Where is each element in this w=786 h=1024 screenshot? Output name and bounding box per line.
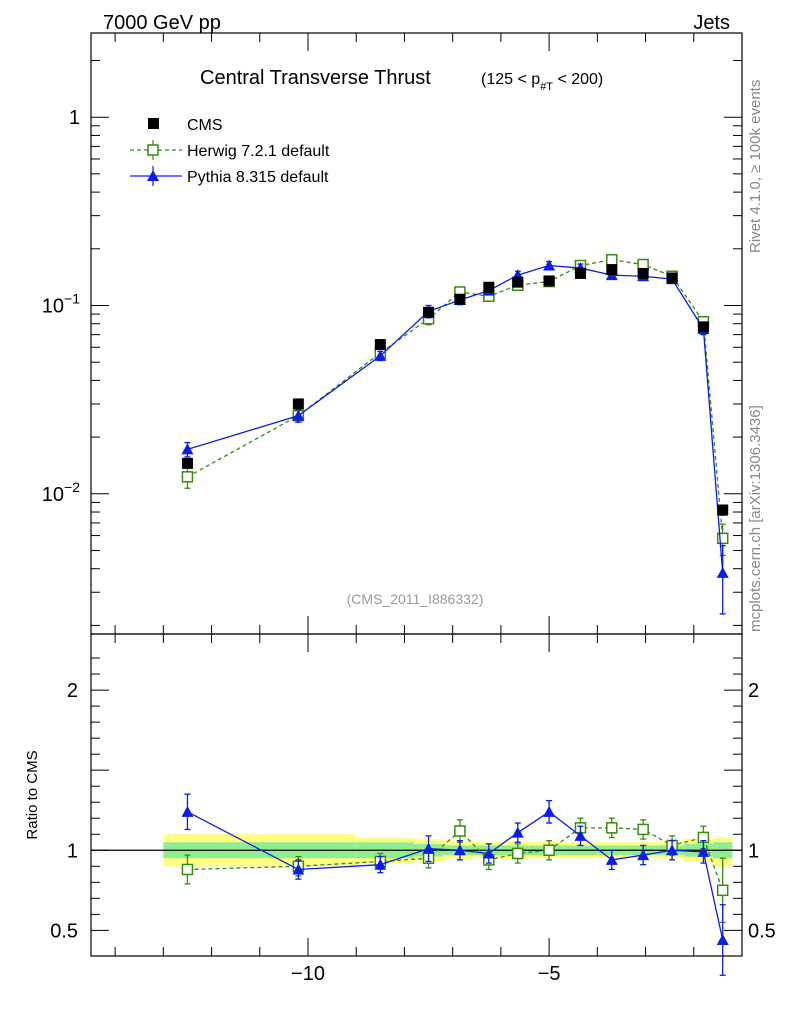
- cms-point: [181, 457, 193, 469]
- ratio-panel-frame: [90, 633, 743, 957]
- pythia-point: [543, 259, 556, 271]
- pythia-ratio-point: [422, 842, 435, 854]
- main-panel: 110−110−2 Central Transverse Thrust (125…: [42, 32, 743, 635]
- cms-point: [717, 504, 729, 516]
- herwig-ratio-point: [512, 847, 524, 860]
- header-energy-label: 7000 GeV pp: [103, 12, 221, 34]
- pythia-point: [181, 443, 194, 455]
- herwig-ratio-point: [454, 825, 466, 837]
- ratio-y-tick-label-right: 0.5: [748, 920, 776, 942]
- pythia-ratio-point: [453, 844, 466, 856]
- pythia-ratio-point: [605, 853, 618, 865]
- legend-cms-marker: [148, 118, 159, 129]
- legend-herwig-marker: [147, 144, 159, 156]
- y-tick-label: 10−1: [42, 290, 80, 317]
- pythia-ratio-point: [482, 847, 495, 859]
- cms-point: [574, 267, 586, 279]
- pythia-ratio-point: [543, 805, 556, 817]
- y-tick-label-base: 1: [69, 107, 80, 129]
- header-process-label: Jets: [693, 12, 730, 34]
- x-tick-label: −5: [538, 963, 561, 985]
- herwig-ratio-point: [637, 823, 649, 836]
- herwig-ratio-point: [543, 844, 555, 857]
- legend-pythia-label: Pythia 8.315 default: [187, 169, 329, 186]
- title-cut-low: (125 < p: [481, 71, 540, 88]
- title-cut-high: < 200): [553, 71, 603, 88]
- herwig-ratio-point: [181, 863, 194, 876]
- pythia-ratio-line: [187, 811, 724, 941]
- herwig-point: [716, 532, 729, 545]
- pythia-ratio-point: [716, 933, 729, 945]
- ratio-y-tick-label-left: 1: [67, 840, 78, 862]
- chart-title-cut: (125 < p#T < 200): [481, 71, 603, 93]
- cms-point: [637, 267, 649, 279]
- y-tick-label-base: 10: [42, 295, 64, 317]
- y-tick-label: 10−2: [42, 479, 80, 506]
- ratio-ylabel: Ratio to CMS: [24, 750, 41, 839]
- pythia-ratio-point: [181, 805, 194, 817]
- analysis-id-label: (CMS_2011_I886332): [347, 591, 484, 607]
- cms-point: [454, 293, 466, 305]
- pythia-ratio-point: [374, 858, 387, 870]
- x-tick-label: −10: [291, 963, 325, 985]
- ratio-y-tick-label-right: 1: [748, 840, 759, 862]
- legend-herwig-label: Herwig 7.2.1 default: [187, 143, 330, 160]
- y-tick-label-exponent: −1: [64, 290, 80, 306]
- ratio-y-tick-label-right: 2: [748, 680, 759, 702]
- pythia-point: [292, 409, 305, 421]
- y-tick-label: 1: [69, 107, 80, 129]
- herwig-point: [606, 253, 618, 266]
- legend-pythia-marker: [147, 170, 159, 181]
- cms-point: [374, 339, 386, 351]
- cms-point: [697, 321, 709, 333]
- cms-point: [512, 276, 524, 288]
- pythia-ratio-point: [637, 849, 650, 861]
- legend: CMS Herwig 7.2.1 default Pythia 8.315 de…: [130, 117, 330, 186]
- title-cut-subscript: #T: [540, 81, 553, 93]
- pythia-ratio-point: [666, 844, 679, 856]
- ratio-y-tick-label-left: 0.5: [50, 920, 78, 942]
- pythia-ratio-point: [574, 829, 587, 841]
- chart-title: Central Transverse Thrust: [200, 67, 431, 89]
- legend-cms-label: CMS: [187, 117, 223, 134]
- pythia-ratio-point: [511, 826, 524, 838]
- pythia-line: [187, 264, 724, 573]
- cms-point: [292, 398, 304, 410]
- pythia-ratio-point: [697, 845, 710, 857]
- cms-point: [666, 272, 678, 284]
- pythia-ratio-point: [292, 863, 305, 875]
- herwig-point: [181, 471, 194, 483]
- cms-point: [483, 281, 495, 293]
- mcplots-label: mcplots.cern.ch [arXiv:1306.3436]: [747, 405, 764, 632]
- y-tick-label-base: 10: [42, 484, 64, 506]
- ratio-y-tick-label-left: 2: [67, 680, 78, 702]
- herwig-ratio-point: [716, 884, 729, 897]
- ratio-panel: 2 2 1 1 0.5 0.5 −10 −5 Ratio to CMS: [24, 633, 776, 985]
- cms-point: [423, 306, 435, 318]
- pythia-point: [374, 349, 387, 361]
- rivet-label: Rivet 4.1.0, ≥ 100k events: [747, 80, 764, 253]
- herwig-ratio-point: [606, 822, 618, 834]
- y-tick-label-exponent: −2: [64, 479, 80, 495]
- cms-point: [606, 264, 618, 276]
- cms-point: [543, 275, 555, 287]
- pythia-point: [716, 566, 729, 578]
